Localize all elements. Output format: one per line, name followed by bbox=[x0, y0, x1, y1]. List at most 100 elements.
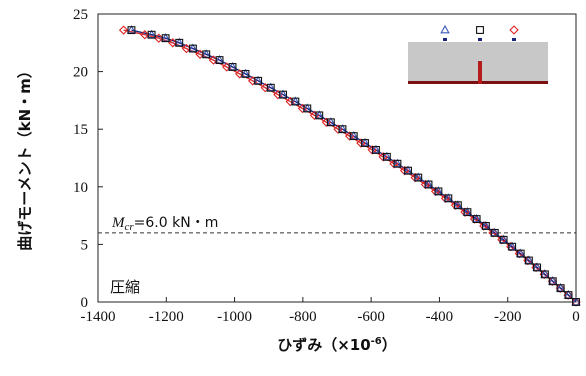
mcr-label: Mcr=6.0 kN・m bbox=[111, 215, 218, 233]
data-point-square bbox=[548, 277, 557, 286]
y-axis-label: 曲げモーメント（kN・m） bbox=[16, 63, 34, 251]
x-axis-label-text: ひずみ（×10-6） bbox=[277, 336, 397, 354]
data-point-square bbox=[127, 26, 136, 35]
data-point-diamond bbox=[154, 33, 164, 43]
data-point-square bbox=[540, 270, 549, 279]
x-tick-label: -1000 bbox=[217, 309, 252, 325]
data-point-square bbox=[444, 194, 453, 203]
data-point-square bbox=[303, 104, 312, 113]
data-point-square bbox=[291, 97, 300, 106]
data-point-square bbox=[556, 284, 565, 293]
data-point-triangle bbox=[524, 255, 534, 264]
data-point-triangle bbox=[423, 179, 434, 188]
data-point-triangle bbox=[507, 241, 517, 251]
data-point-triangle bbox=[532, 262, 542, 271]
data-point-triangle bbox=[266, 82, 276, 92]
y-tick-label: 5 bbox=[81, 237, 89, 253]
data-point-triangle bbox=[360, 137, 370, 147]
data-point-triangle bbox=[174, 37, 184, 47]
data-point-square bbox=[424, 180, 433, 189]
data-point-square bbox=[315, 111, 324, 120]
tick-labels: -1400 -1200 -1000 -800 -600 -400 -200 0 0 5 10 15 20… bbox=[73, 7, 580, 325]
data-point-square bbox=[228, 63, 237, 71]
data-point-triangle bbox=[126, 25, 137, 34]
data-point-square bbox=[472, 215, 481, 224]
data-point-triangle bbox=[253, 75, 263, 85]
x-tick-label: -1200 bbox=[149, 309, 184, 325]
data-point-square bbox=[279, 90, 288, 99]
data-point-square bbox=[453, 201, 462, 210]
data-point-triangle bbox=[227, 61, 238, 71]
data-point-triangle bbox=[540, 269, 550, 278]
data-point-square bbox=[382, 152, 391, 161]
data-point-square bbox=[161, 34, 170, 43]
data-point-triangle bbox=[440, 24, 450, 34]
gauge-tick bbox=[478, 38, 482, 41]
data-point-square bbox=[414, 173, 423, 182]
rebar-element bbox=[478, 61, 482, 84]
axes bbox=[97, 13, 577, 303]
data-point-square bbox=[266, 83, 275, 92]
data-point-triangle bbox=[481, 220, 491, 230]
data-point-triangle bbox=[548, 276, 558, 285]
data-point-diamond bbox=[309, 110, 320, 121]
data-point-square bbox=[463, 208, 472, 217]
x-tick-label: -600 bbox=[357, 309, 385, 325]
data-point-square bbox=[326, 118, 335, 127]
data-point-triangle bbox=[490, 227, 500, 237]
data-point-square bbox=[188, 44, 197, 53]
data-point-triangle bbox=[240, 68, 251, 78]
data-point-diamond bbox=[297, 103, 308, 114]
data-point-triangle bbox=[433, 186, 444, 195]
data-point-square bbox=[215, 56, 224, 65]
data-point-triangle bbox=[563, 289, 574, 299]
data-point-square bbox=[524, 256, 533, 265]
data-point-diamond bbox=[118, 25, 129, 35]
data-point-square bbox=[490, 228, 499, 237]
data-point-triangle bbox=[348, 130, 359, 140]
data-point-square bbox=[175, 38, 184, 47]
data-point-triangle bbox=[214, 54, 225, 64]
x-tick-label: -400 bbox=[426, 309, 454, 325]
data-point-triangle bbox=[392, 158, 403, 168]
data-point-triangle bbox=[571, 296, 581, 306]
data-point-diamond bbox=[273, 89, 283, 100]
data-point-triangle bbox=[302, 103, 313, 112]
x-tick-label: -1400 bbox=[81, 309, 116, 325]
data-point-square bbox=[338, 125, 347, 134]
data-point-triangle bbox=[498, 234, 509, 244]
data-point-triangle bbox=[160, 33, 171, 42]
data-point-square bbox=[361, 139, 369, 147]
data-point-square bbox=[508, 242, 517, 251]
data-point-square bbox=[572, 298, 580, 306]
y-tick-label: 10 bbox=[73, 180, 88, 196]
data-point-triangle bbox=[471, 213, 482, 223]
compression-annotation: 圧縮 bbox=[110, 278, 140, 296]
data-point-square bbox=[533, 263, 542, 272]
x-tick-label: 0 bbox=[572, 309, 580, 325]
data-point-triangle bbox=[337, 124, 348, 133]
data-point-square bbox=[499, 235, 508, 244]
plot-area bbox=[118, 25, 581, 307]
data-point-triangle bbox=[278, 89, 288, 98]
data-point-triangle bbox=[462, 207, 473, 216]
data-point-triangle bbox=[146, 29, 157, 39]
y-tick-label: 0 bbox=[81, 295, 89, 311]
data-point-triangle bbox=[555, 283, 566, 292]
data-point-diamond bbox=[285, 96, 295, 107]
x-tick-label: -200 bbox=[494, 309, 522, 325]
data-point-diamond bbox=[140, 30, 150, 40]
data-point-square bbox=[202, 50, 211, 59]
data-point-triangle bbox=[201, 49, 211, 58]
x-axis-label: ひずみ（×10-6） bbox=[277, 336, 397, 354]
data-point-triangle bbox=[290, 96, 301, 105]
data-point-triangle bbox=[382, 151, 392, 161]
data-point-triangle bbox=[453, 200, 463, 209]
y-tick-label: 20 bbox=[73, 65, 88, 81]
data-point-diamond bbox=[509, 25, 519, 35]
plot-frame bbox=[97, 13, 577, 303]
gauge-tick bbox=[512, 38, 516, 41]
data-point-square bbox=[476, 26, 484, 34]
data-point-square bbox=[254, 76, 263, 85]
